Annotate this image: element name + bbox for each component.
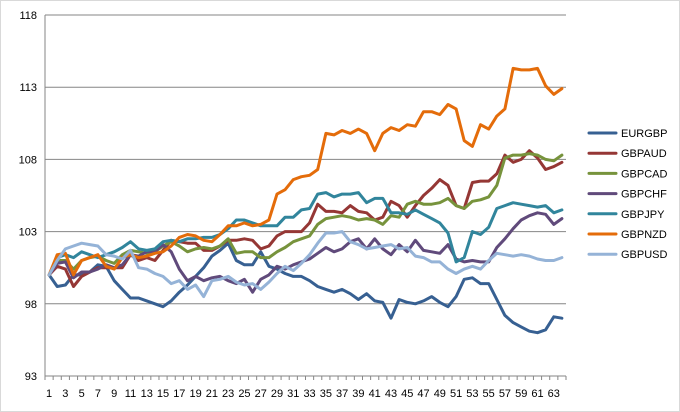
x-tick-label: 25 (238, 388, 250, 400)
legend-label-gbpnzd: GBPNZD (621, 229, 667, 241)
y-tick-label: 103 (19, 227, 37, 239)
x-tick-label: 5 (79, 388, 85, 400)
x-tick-label: 57 (499, 388, 511, 400)
x-tick-label: 33 (303, 388, 315, 400)
series-line-gbpusd (47, 230, 564, 299)
x-tick-label: 39 (352, 388, 364, 400)
x-tick-label: 15 (157, 388, 169, 400)
x-tick-label: 27 (255, 388, 267, 400)
x-tick-label: 55 (483, 388, 495, 400)
x-tick-label: 63 (548, 388, 560, 400)
x-tick-label: 21 (206, 388, 218, 400)
series-line-gbpjpy (47, 191, 564, 277)
series-line-gbpcad (47, 152, 564, 277)
x-tick-label: 1 (46, 388, 52, 400)
y-tick-label: 98 (25, 299, 37, 311)
series-lines (47, 66, 564, 335)
x-tick-label: 19 (189, 388, 201, 400)
x-tick-label: 3 (62, 388, 68, 400)
legend-label-gbpaud: GBPAUD (621, 148, 667, 160)
legend-label-gbpcad: GBPCAD (621, 168, 668, 180)
legend-label-gbpusd: GBPUSD (621, 249, 668, 261)
x-tick-label: 29 (271, 388, 283, 400)
y-tick-label: 108 (19, 154, 37, 166)
x-tick-label: 13 (141, 388, 153, 400)
x-tick-label: 51 (450, 388, 462, 400)
x-tick-label: 49 (434, 388, 446, 400)
y-tick-label: 118 (19, 10, 37, 22)
x-tick-label: 7 (95, 388, 101, 400)
x-tick-label: 61 (531, 388, 543, 400)
legend-label-gbpchf: GBPCHF (621, 189, 667, 201)
x-tick-label: 31 (287, 388, 299, 400)
legend: EURGBP GBPAUD GBPCAD GBPCHF GBPJPY GBPNZD GBPU… (587, 128, 668, 261)
x-tick-label: 45 (401, 388, 413, 400)
gridlines (45, 14, 566, 377)
x-tick-label: 17 (173, 388, 185, 400)
series-line-eurgbp (47, 241, 564, 335)
x-tick-label: 59 (515, 388, 527, 400)
legend-label-eurgbp: EURGBP (621, 128, 667, 140)
x-tick-label: 9 (111, 388, 117, 400)
x-tick-label: 43 (385, 388, 397, 400)
x-tick-label: 41 (369, 388, 381, 400)
y-tick-label: 93 (25, 371, 37, 383)
x-tick-label: 23 (222, 388, 234, 400)
y-tick-label: 113 (19, 82, 37, 94)
legend-label-gbpjpy: GBPJPY (621, 209, 665, 221)
x-tick-label: 37 (336, 388, 348, 400)
x-tick-label: 47 (417, 388, 429, 400)
x-tick-label: 11 (125, 388, 136, 400)
x-tick-label: 53 (466, 388, 478, 400)
x-tick-label: 35 (320, 388, 332, 400)
